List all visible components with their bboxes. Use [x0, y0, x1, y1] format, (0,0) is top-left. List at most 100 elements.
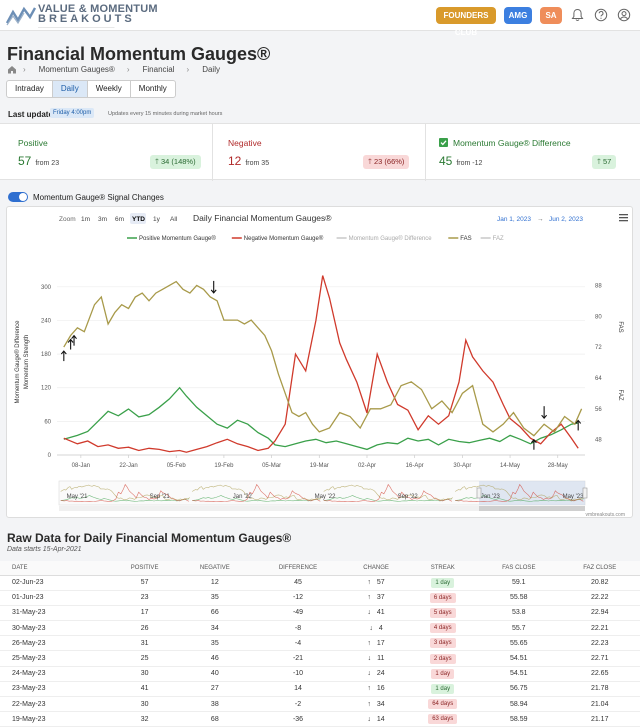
streak-badge: 1 day [431, 577, 455, 588]
legend-item[interactable]: FAS [460, 236, 471, 242]
bell-icon[interactable] [571, 8, 584, 22]
right-tick-label: 80 [595, 314, 602, 320]
zoom-button-All[interactable]: All [170, 216, 178, 223]
navigator-series [323, 484, 453, 501]
row-positive: 30 [110, 666, 179, 682]
row-fas-close: 54.51 [478, 666, 560, 682]
row-positive: 57 [110, 575, 179, 591]
help-icon[interactable] [594, 8, 608, 22]
home-icon[interactable] [7, 65, 17, 74]
streak-badge: 64 days [428, 699, 458, 710]
signal-up-arrowhead [67, 338, 74, 343]
legend-item[interactable]: Positive Momentum Gauge® [139, 235, 216, 242]
user-account-icon[interactable] [617, 8, 631, 22]
positive-change: 34 (148%) [160, 157, 196, 166]
row-date: 23-May-23 [0, 681, 111, 698]
x-tick-label: 02-Apr [358, 463, 376, 469]
arrow-down-icon: ↓ [367, 609, 371, 617]
navigator-handle-left[interactable] [476, 487, 482, 499]
date-to: Jun 2, 2023 [549, 216, 583, 223]
momentum-chart[interactable]: Daily Financial Momentum Gauges® Zoom 1m 3m… [7, 207, 634, 519]
row-negative: 35 [178, 590, 252, 606]
row-change: ↑ 34 [344, 696, 408, 713]
founders-club-button[interactable]: FOUNDERS CLUB [436, 7, 496, 37]
negative-change-pill: 🡑 23 (66%) [363, 155, 410, 169]
logo-mark-icon [6, 6, 36, 26]
negative-from: from 35 [245, 160, 270, 167]
zoom-button-1y[interactable]: 1y [153, 216, 161, 223]
row-fas-close: 58.59 [478, 711, 560, 727]
left-axis-title-2: Momentum Strength [24, 335, 30, 389]
row-change: ↓ 41 [344, 605, 408, 622]
positive-value: 57 [18, 154, 32, 168]
amg-button[interactable]: AMG [504, 7, 532, 24]
breadcrumb-item[interactable]: Financial [142, 65, 175, 74]
navigator-scrollbar-track[interactable] [59, 506, 585, 511]
tab-weekly[interactable]: Weekly [88, 81, 131, 97]
legend-item[interactable]: Negative Momentum Gauge® [244, 235, 324, 242]
row-faz-close: 20.82 [559, 575, 640, 591]
update-frequency-note: Updates every 15 minutes during market h… [108, 111, 223, 117]
tab-daily[interactable]: Daily [52, 81, 88, 97]
column-header: FAZ CLOSE [559, 561, 640, 576]
column-header: STREAK [407, 561, 479, 576]
arrow-down-icon: ↓ [367, 670, 371, 678]
raw-data-subtitle: Data starts 15-Apr-2021 [7, 546, 82, 553]
difference-change-pill: 🡑 57 [592, 155, 617, 169]
row-date: 01-Jun-23 [0, 590, 111, 606]
column-header: NEGATIVE [178, 561, 252, 576]
zoom-button-6m[interactable]: 6m [115, 216, 124, 223]
navigator-scrollbar-thumb[interactable] [479, 506, 585, 511]
arrow-up-icon: ↑ [367, 685, 371, 693]
signal-changes-toggle[interactable] [8, 192, 28, 202]
legend-item[interactable]: Momentum Gauge® Difference [349, 235, 433, 242]
table-row: 01-Jun-23 23 35 -12 ↑ 37 6 days 55.58 22.22 [0, 590, 640, 606]
left-tick-label: 300 [41, 285, 52, 291]
row-streak-cell: 4 days [407, 620, 479, 637]
menu-icon[interactable] [619, 214, 628, 222]
row-negative: 27 [178, 681, 252, 698]
table-row: 22-May-23 30 38 -2 ↑ 34 64 days 58.94 21.04 [0, 696, 640, 713]
zoom-button-1m[interactable]: 1m [81, 216, 90, 223]
row-change: ↓ 11 [344, 650, 408, 667]
tab-monthly[interactable]: Monthly [138, 84, 167, 93]
row-fas-close: 55.58 [478, 590, 560, 606]
tab-intraday[interactable]: Intraday [7, 81, 53, 97]
zoom-button-YTD[interactable]: YTD [132, 216, 145, 223]
negative-change: 23 (66%) [373, 157, 405, 166]
row-change: ↓ 24 [344, 666, 408, 682]
x-tick-label: 14-May [500, 463, 520, 469]
row-difference: -49 [251, 605, 345, 622]
breadcrumb-separator: › [23, 65, 26, 74]
arrow-up-icon: 🡑 [368, 157, 374, 166]
arrow-up-icon: 🡑 [597, 157, 603, 166]
table-row: 31-May-23 17 66 -49 ↓ 41 5 days 53.8 22.94 [0, 605, 640, 622]
table-header-row: DATE POSITIVE NEGATIVE DIFFERENCE CHANGE STRE… [0, 561, 640, 576]
zoom-button-3m[interactable]: 3m [98, 216, 107, 223]
row-positive: 30 [110, 696, 179, 713]
sa-button[interactable]: SA [540, 7, 562, 24]
positive-card: Positive 57 from 23 🡑 34 (148%) [0, 124, 213, 181]
arrow-down-icon: ↓ [367, 715, 371, 723]
navigator-label: May '23 [563, 494, 584, 500]
arrow-up-icon: ↑ [367, 594, 371, 602]
row-difference: -12 [251, 590, 345, 606]
breadcrumb-item[interactable]: Momentum Gauges® [38, 65, 115, 74]
x-tick-label: 08-Jan [72, 463, 90, 469]
navigator-handle-right[interactable] [582, 487, 588, 499]
signal-down-arrowhead [541, 414, 548, 420]
date-arrow: → [537, 216, 544, 223]
legend-item[interactable]: FAZ [493, 236, 504, 242]
row-faz-close: 21.78 [559, 681, 640, 698]
row-faz-close: 22.21 [559, 620, 640, 637]
row-difference: -10 [251, 666, 345, 682]
last-update-badge: Friday 4:00pm [50, 108, 95, 118]
series-line-negative [63, 275, 579, 453]
date-from: Jan 1, 2023 [497, 216, 531, 223]
page-title: Financial Momentum Gauges® [7, 44, 271, 64]
series-line-positive [63, 386, 579, 451]
signal-down-arrowhead [210, 289, 217, 294]
row-difference: -21 [251, 650, 345, 667]
table-row: 25-May-23 25 46 -21 ↓ 11 2 days 54.51 22.71 [0, 650, 640, 667]
row-positive: 32 [110, 711, 179, 727]
